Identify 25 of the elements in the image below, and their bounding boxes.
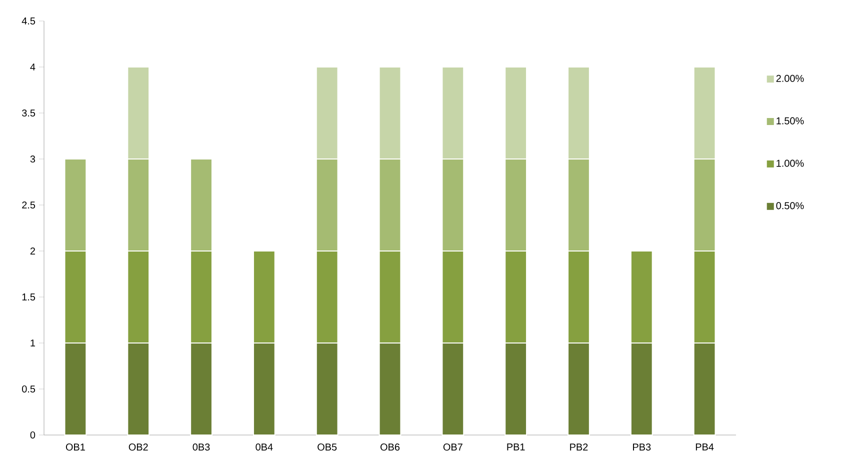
y-tick-label: 0: [30, 431, 36, 439]
x-tick-label: OB2: [128, 444, 148, 451]
x-tick-label: PB4: [696, 444, 714, 450]
x-tick-label: 0B4: [256, 444, 273, 451]
y-tick-label: 3: [30, 155, 36, 163]
y-tick-label: 0.5: [22, 385, 36, 393]
x-tick-label: PB1: [507, 444, 525, 450]
x-tick-label: 0B3: [192, 444, 210, 451]
y-tick-label: 2.5: [22, 201, 36, 209]
x-tick-label: OB7: [443, 444, 462, 451]
x-tick-label: PB2: [570, 444, 588, 450]
y-tick-label: 1: [30, 340, 36, 346]
y-tick-label: 1.5: [22, 294, 36, 300]
legend-label: 2.00%: [776, 74, 804, 82]
x-tick-label: OB5: [318, 444, 337, 451]
x-tick-label: PB3: [633, 444, 651, 451]
legend-label: 0.50%: [776, 202, 804, 210]
x-tick-label: OB1: [66, 444, 85, 451]
legend-label: 1.50%: [776, 117, 804, 124]
y-tick-label: 2: [30, 248, 35, 254]
y-tick-label: 4: [30, 64, 36, 70]
y-tick-label: 4.5: [22, 18, 36, 24]
x-tick-label: OB6: [380, 444, 400, 451]
legend-label: 1.00%: [776, 160, 804, 167]
y-tick-label: 3.5: [22, 109, 36, 117]
